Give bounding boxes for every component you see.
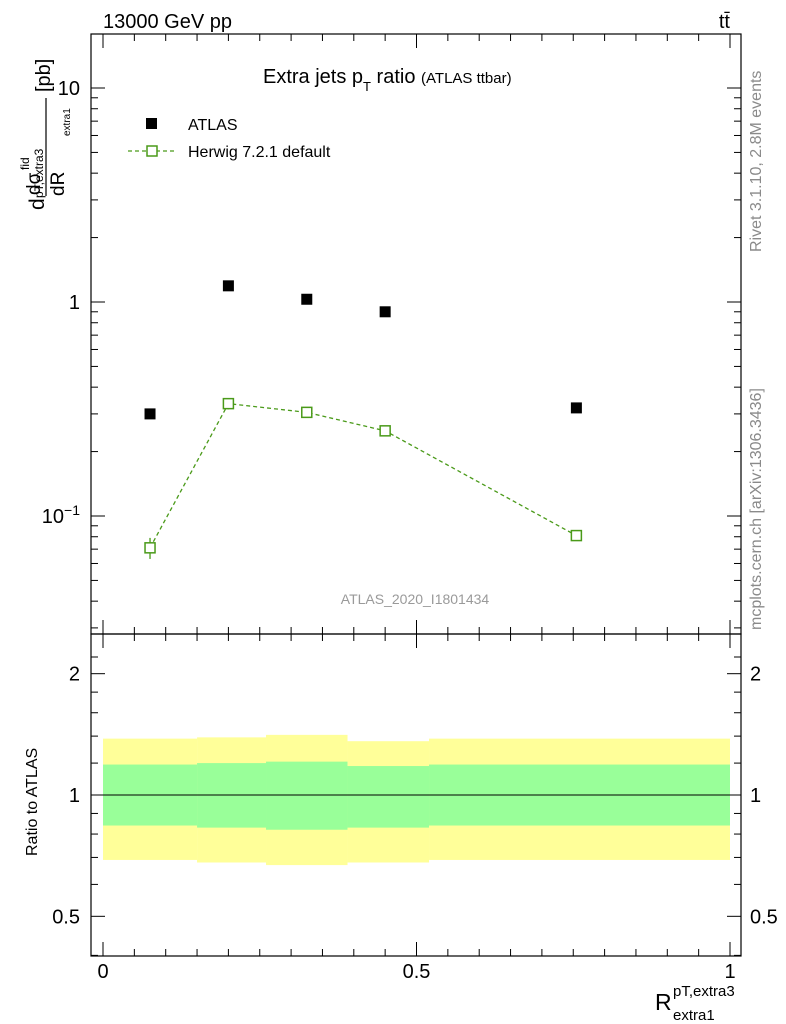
herwig-point (144, 542, 156, 554)
chart-title-suffix: (ATLAS ttbar) (421, 70, 512, 87)
main-y-tick-label: 1 (69, 292, 80, 314)
main-y-tick-label: 10−1 (42, 502, 80, 528)
x-tick-label: 0.5 (403, 961, 431, 983)
ratio-inner-band-bin (347, 766, 430, 828)
legend-herwig-label: Herwig 7.2.1 default (188, 144, 331, 161)
ratio-y-tick-label-right: 1 (750, 785, 761, 807)
atlas-point (379, 306, 391, 318)
ratio-uncertainty-bands (103, 734, 730, 866)
herwig-point (570, 529, 583, 542)
herwig-point (222, 397, 235, 410)
legend: ATLAS Herwig 7.2.1 default (128, 117, 331, 161)
herwig-point (379, 425, 391, 437)
herwig-line (149, 402, 577, 549)
svg-text:d: d (26, 198, 49, 210)
mcplots-label: mcplots.cern.ch [arXiv:1306.3436] (748, 388, 765, 630)
herwig-series (144, 397, 583, 559)
atlas-point (144, 408, 156, 420)
svg-text:extra1: extra1 (673, 1007, 715, 1024)
ratio-y-tick-label-right: 0.5 (750, 906, 778, 928)
rivet-version-label: Rivet 3.1.10, 2.8M events (748, 70, 765, 252)
legend-atlas-marker (146, 118, 157, 129)
svg-text:extra1: extra1 (62, 108, 73, 136)
herwig-point (301, 406, 313, 419)
ratio-inner-band-bin (266, 761, 348, 830)
svg-text:R: R (655, 989, 672, 1015)
svg-text:[pb]: [pb] (33, 59, 55, 92)
x-axis-label: R pT,extra3 extra1 (655, 983, 735, 1024)
atlas-point (570, 402, 582, 414)
atlas-series (144, 280, 582, 420)
svg-text:dR: dR (48, 172, 69, 196)
atlas-point (301, 293, 313, 305)
process-label: tt̄ (719, 11, 731, 33)
ratio-y-tick-label-left: 0.5 (52, 906, 80, 928)
energy-label: 13000 GeV pp (103, 11, 232, 33)
svg-text:pT,extra3: pT,extra3 (32, 148, 46, 198)
x-tick-label: 0 (97, 961, 108, 983)
tick-labels: 0 0.5 1 10 1 10−1 0.5 0.5 1 1 2 2 (42, 78, 778, 983)
axis-ticks (91, 34, 741, 956)
svg-text:pT,extra3: pT,extra3 (673, 983, 735, 1000)
x-tick-label: 1 (724, 961, 735, 983)
legend-herwig-marker (146, 145, 158, 157)
svg-text:dσ: dσ (24, 172, 45, 195)
legend-atlas-label: ATLAS (188, 117, 238, 134)
ratio-y-axis-label: Ratio to ATLAS (24, 748, 41, 856)
atlas-point (222, 280, 234, 292)
analysis-label: ATLAS_2020_I1801434 (341, 591, 490, 607)
main-y-tick-label: 10 (58, 78, 80, 100)
svg-text:fid: fid (18, 157, 32, 170)
ratio-y-tick-label-left: 1 (69, 785, 80, 807)
main-y-axis-label: d dσ fid pT,extra3 dR extra1 [pb] (18, 59, 73, 210)
ratio-y-tick-label-left: 2 (69, 664, 80, 686)
ratio-y-tick-label-right: 2 (750, 664, 761, 686)
chart-title: Extra jets pT ratio (ATLAS ttbar) (263, 66, 512, 94)
